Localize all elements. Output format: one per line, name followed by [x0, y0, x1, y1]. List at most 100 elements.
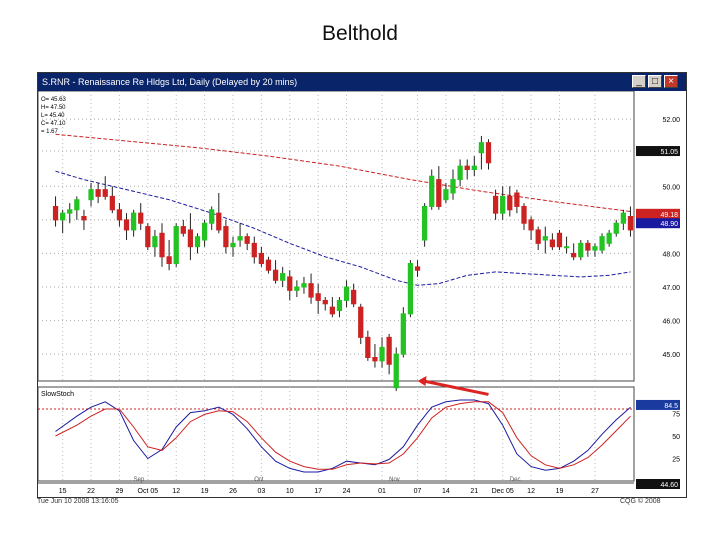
candle-body — [599, 236, 605, 251]
moving-average-long-line — [55, 133, 631, 212]
x-tick-label: 03 — [257, 488, 265, 495]
minimize-button[interactable]: _ — [632, 75, 646, 88]
candle-body — [95, 189, 101, 197]
candle-body — [265, 259, 272, 271]
window-titlebar: S.RNR - Renaissance Re Hldgs Ltd, Daily … — [38, 73, 686, 91]
candle-body — [223, 226, 229, 248]
candle-body — [138, 212, 144, 224]
candle-body — [116, 209, 123, 221]
candle-body — [52, 205, 59, 221]
candle-body — [457, 165, 463, 181]
candle-body — [343, 286, 350, 301]
candle-body — [627, 216, 634, 231]
candle-body — [443, 189, 449, 201]
candle-body — [592, 246, 598, 251]
x-tick-label: Dec 05 — [492, 488, 514, 495]
price-tag-box — [636, 208, 680, 219]
x-tick-label: 22 — [87, 488, 95, 495]
candle-body — [358, 306, 364, 338]
x-tick-label: 19 — [201, 488, 209, 495]
slide-title: Belthold — [322, 22, 398, 45]
candle-body — [60, 212, 66, 221]
candle-body — [166, 256, 172, 265]
candle-body — [571, 252, 577, 258]
candle-body — [272, 269, 279, 281]
footer-copyright: CQG © 2008 — [620, 498, 661, 505]
x-month-label: Nov — [389, 477, 400, 483]
candle-body — [414, 266, 421, 271]
stoch-tag-label: 84.5 — [664, 403, 678, 410]
price-tag-label: 48.90 — [660, 221, 678, 228]
stoch-tag-box — [636, 399, 680, 410]
candle-body — [450, 179, 456, 194]
candle-body — [308, 283, 314, 298]
ohlc-legend-item: L= 45.40 — [41, 113, 65, 119]
ohlc-legend-item: H= 47.50 — [41, 105, 66, 111]
footer-timestamp: Tue Jun 10 2008 13:16:05 — [37, 498, 119, 505]
price-tick-label: 45.00 — [662, 352, 680, 359]
x-tick-label: 27 — [591, 488, 599, 495]
candle-body — [287, 276, 293, 291]
candle-body — [152, 236, 158, 248]
candle-body — [500, 195, 506, 214]
candle-body — [67, 209, 73, 214]
x-tick-label: 21 — [470, 488, 478, 495]
price-tag-label: 51.05 — [660, 149, 678, 156]
stoch-tick-label: 50 — [672, 434, 680, 441]
x-tick-label: 12 — [172, 488, 180, 495]
price-tick-label: 47.00 — [662, 285, 680, 292]
stoch-tick-label: 75 — [672, 412, 680, 419]
candle-body — [556, 232, 563, 248]
x-tick-label: 10 — [286, 488, 294, 495]
window-title: S.RNR - Renaissance Re Hldgs Ltd, Daily … — [42, 77, 298, 87]
x-tick-label: 12 — [527, 488, 535, 495]
candle-body — [280, 273, 286, 281]
candle-body — [123, 219, 130, 231]
price-tag-box — [636, 218, 680, 229]
ohlc-legend-item: O= 45.63 — [41, 97, 67, 103]
annotation-arrow-head — [417, 376, 427, 386]
candle-body — [322, 299, 328, 305]
maximize-button[interactable]: □ — [648, 75, 662, 88]
candle-body — [485, 142, 492, 164]
candle-body — [365, 336, 371, 359]
close-button[interactable]: × — [664, 75, 678, 88]
candle-body — [201, 222, 208, 241]
candle-body — [471, 165, 477, 171]
candle-body — [464, 165, 470, 171]
candle-body — [294, 286, 300, 291]
candle-body — [209, 209, 215, 224]
candle-body — [535, 229, 541, 244]
moving-average-short-line — [55, 170, 631, 286]
x-tick-label: 15 — [59, 488, 67, 495]
x-month-label: Dec — [510, 477, 521, 483]
x-tick-label: 24 — [343, 488, 351, 495]
ohlc-legend-item: = 1.67 — [41, 129, 59, 135]
candle-body — [606, 232, 612, 244]
x-tick-label: Oct 05 — [138, 488, 159, 495]
candle-body — [478, 142, 485, 154]
price-tag-box — [636, 146, 680, 157]
stoch-k-line — [55, 399, 631, 473]
candle-body — [109, 195, 115, 211]
candle-body — [400, 313, 406, 355]
price-tick-label: 52.00 — [662, 117, 680, 124]
candle-body — [258, 252, 265, 265]
price-tick-label: 48.00 — [662, 251, 680, 258]
candle-body — [145, 226, 151, 248]
x-month-label: Oct — [254, 477, 264, 483]
x-tick-label: 19 — [556, 488, 564, 495]
price-tag-label: 49.18 — [660, 212, 678, 219]
candle-body — [563, 246, 570, 249]
candle-body — [620, 212, 626, 224]
candle-body — [251, 242, 257, 258]
candle-body — [159, 232, 165, 258]
annotation-arrow-shaft — [423, 379, 489, 396]
candle-body — [549, 239, 556, 248]
candle-body — [542, 236, 548, 241]
candle-body — [173, 226, 179, 264]
candle-body — [585, 242, 591, 251]
candle-body — [578, 242, 584, 258]
candle-body — [102, 189, 108, 197]
candle-body — [613, 222, 619, 234]
